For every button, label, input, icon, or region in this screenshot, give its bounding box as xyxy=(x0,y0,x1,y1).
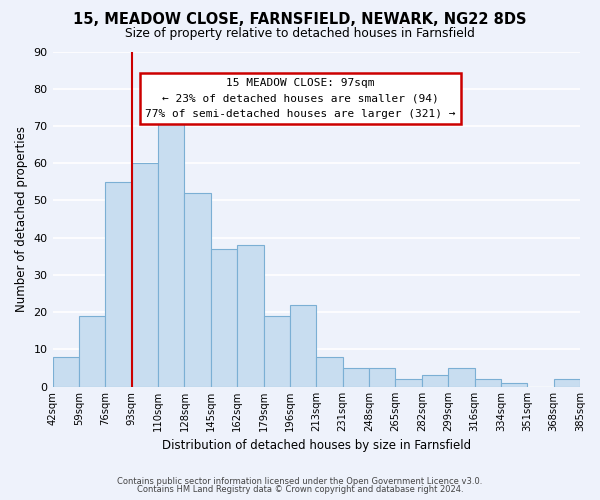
Bar xyxy=(316,357,343,386)
Bar xyxy=(448,368,475,386)
Bar xyxy=(554,379,580,386)
Bar xyxy=(131,163,158,386)
Bar xyxy=(422,376,448,386)
Bar xyxy=(158,108,184,386)
Bar xyxy=(263,316,290,386)
Bar xyxy=(79,316,105,386)
Bar xyxy=(290,304,316,386)
Text: 15 MEADOW CLOSE: 97sqm
← 23% of detached houses are smaller (94)
77% of semi-det: 15 MEADOW CLOSE: 97sqm ← 23% of detached… xyxy=(145,78,455,118)
Bar xyxy=(211,249,237,386)
Text: Contains HM Land Registry data © Crown copyright and database right 2024.: Contains HM Land Registry data © Crown c… xyxy=(137,485,463,494)
Bar xyxy=(343,368,369,386)
Bar xyxy=(53,357,79,386)
Bar xyxy=(475,379,501,386)
Text: Size of property relative to detached houses in Farnsfield: Size of property relative to detached ho… xyxy=(125,28,475,40)
X-axis label: Distribution of detached houses by size in Farnsfield: Distribution of detached houses by size … xyxy=(162,440,471,452)
Text: Contains public sector information licensed under the Open Government Licence v3: Contains public sector information licen… xyxy=(118,477,482,486)
Y-axis label: Number of detached properties: Number of detached properties xyxy=(15,126,28,312)
Bar xyxy=(184,193,211,386)
Bar xyxy=(395,379,422,386)
Bar xyxy=(369,368,395,386)
Bar xyxy=(501,383,527,386)
Text: 15, MEADOW CLOSE, FARNSFIELD, NEWARK, NG22 8DS: 15, MEADOW CLOSE, FARNSFIELD, NEWARK, NG… xyxy=(73,12,527,28)
Bar xyxy=(105,182,131,386)
Bar xyxy=(237,245,263,386)
